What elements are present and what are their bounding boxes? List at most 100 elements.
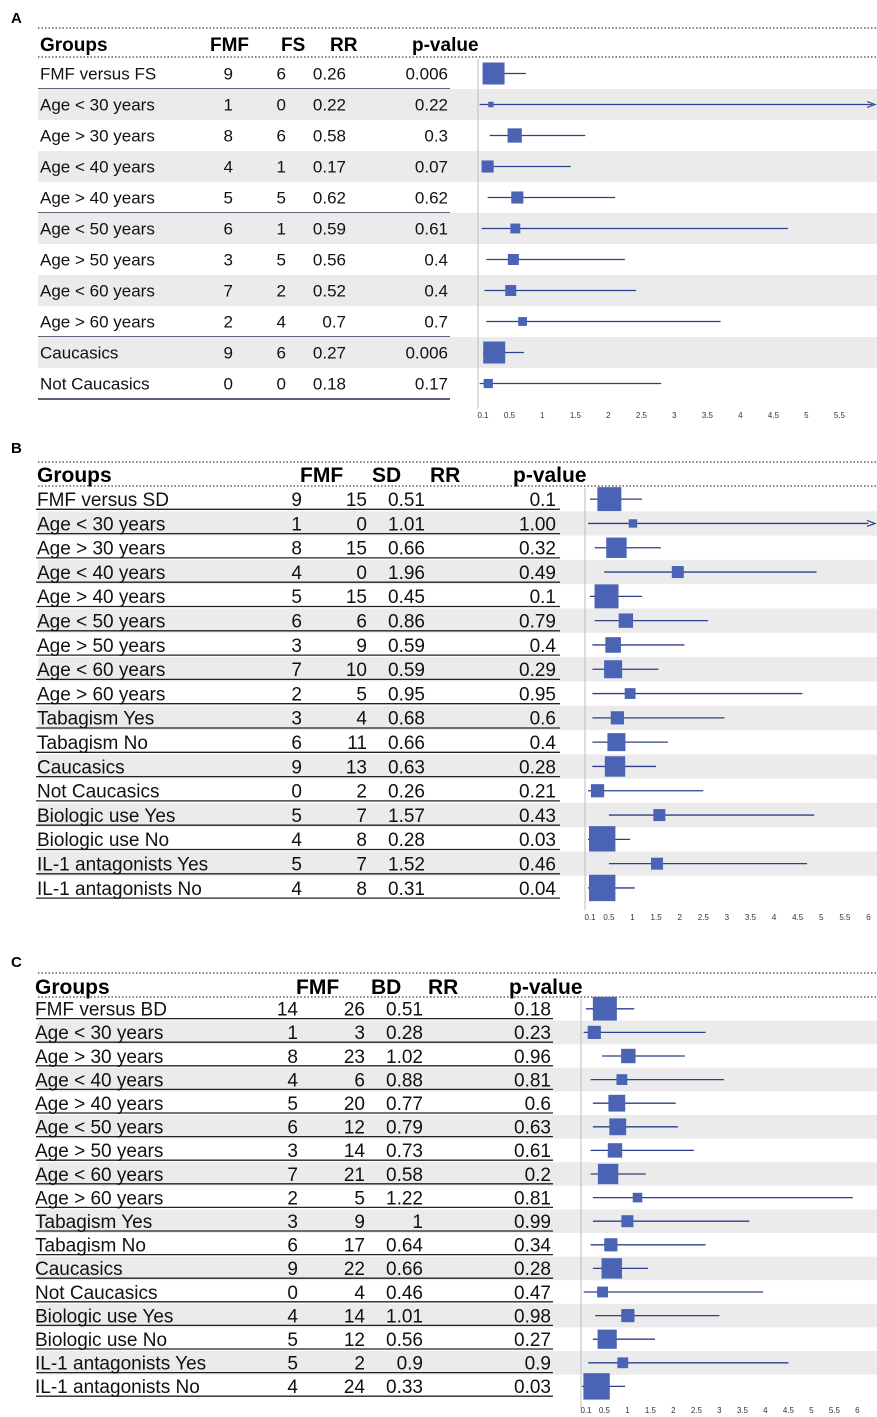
fmf-count: 9 (224, 65, 233, 84)
comparison-count: 5 (277, 251, 286, 270)
fmf-count: 3 (287, 1141, 298, 1162)
column-header: RR (330, 35, 358, 56)
fmf-count: 4 (287, 1377, 298, 1398)
rr-value: 0.88 (386, 1070, 423, 1091)
rr-value: 0.28 (388, 830, 425, 851)
rr-marker (605, 637, 621, 653)
row-shade (38, 608, 877, 633)
rr-marker (607, 1143, 623, 1158)
fmf-count: 5 (291, 806, 302, 827)
comparison-count: 2 (356, 782, 367, 803)
row-shade (38, 1351, 877, 1375)
comparison-count: 14 (344, 1141, 366, 1162)
axis-tick-label: 0.1 (580, 1406, 592, 1415)
rr-value: 1.01 (386, 1306, 423, 1327)
p-value: 0.23 (514, 1023, 551, 1044)
rr-value: 0.73 (386, 1141, 423, 1162)
comparison-count: 15 (346, 539, 367, 560)
rr-marker (589, 874, 616, 902)
axis-tick-label: 5.5 (829, 1406, 841, 1415)
row-shade (38, 337, 877, 368)
p-value: 0.03 (514, 1377, 551, 1398)
ci-arrow (866, 100, 877, 109)
rr-marker (594, 584, 619, 609)
fmf-count: 4 (287, 1070, 298, 1091)
comparison-count: 12 (344, 1330, 365, 1351)
comparison-count: 6 (356, 611, 367, 632)
fmf-count: 5 (224, 189, 233, 208)
group-label: Tabagism Yes (37, 709, 154, 730)
group-label: Age < 50 years (40, 220, 155, 239)
rr-value: 0.56 (313, 251, 346, 270)
column-header: Groups (37, 464, 112, 487)
group-label: Age < 30 years (40, 96, 155, 115)
rr-value: 0.28 (386, 1023, 423, 1044)
group-label: Age < 50 years (35, 1118, 163, 1139)
p-value: 0.98 (514, 1306, 551, 1327)
p-value: 0.43 (519, 806, 556, 827)
p-value: 0.95 (519, 684, 556, 705)
comparison-count: 11 (347, 733, 367, 754)
fmf-count: 0 (291, 782, 302, 803)
fmf-count: 5 (287, 1330, 298, 1351)
axis-tick-label: 3.5 (737, 1406, 749, 1415)
p-value: 0.7 (424, 313, 448, 332)
fmf-count: 4 (291, 830, 302, 851)
group-label: Age > 60 years (40, 313, 155, 332)
rr-marker (488, 101, 494, 108)
axis-tick-label: 4.5 (792, 913, 804, 922)
rr-value: 0.77 (386, 1094, 423, 1115)
column-header: RR (428, 976, 458, 999)
fmf-count: 4 (291, 879, 302, 900)
comparison-count: 4 (354, 1283, 365, 1304)
p-value: 0.4 (424, 282, 448, 301)
fmf-count: 7 (287, 1165, 298, 1186)
rr-marker (507, 128, 522, 143)
rr-marker (483, 341, 506, 364)
p-value: 0.61 (514, 1141, 551, 1162)
p-value: 0.4 (424, 251, 448, 270)
p-value: 0.29 (519, 660, 556, 681)
fmf-count: 5 (287, 1094, 298, 1115)
rr-marker (628, 519, 638, 528)
rr-value: 0.59 (388, 636, 425, 657)
panel-c: C Groups FMF BD RR p-value FMF versus BD 14 26 0… (0, 944, 877, 1417)
rr-value: 1 (412, 1212, 423, 1233)
rr-marker (616, 1074, 628, 1085)
group-label: FMF versus BD (35, 1000, 167, 1021)
group-label: Not Caucasics (40, 375, 150, 394)
group-label: IL-1 antagonists No (35, 1377, 200, 1398)
axis-tick-label: 0.1 (477, 411, 489, 420)
group-label: Age > 40 years (37, 587, 165, 608)
rr-value: 0.51 (386, 1000, 423, 1021)
p-value: 0.96 (514, 1047, 551, 1068)
comparison-count: 0 (277, 375, 286, 394)
rr-marker (609, 1118, 627, 1136)
group-label: Age > 50 years (37, 636, 165, 657)
rr-value: 0.59 (313, 220, 346, 239)
row-shade (38, 1115, 877, 1139)
row-shade (38, 1067, 877, 1092)
group-label: Caucasics (40, 344, 118, 363)
axis-tick-label: 4.5 (783, 1406, 795, 1415)
rr-marker (632, 1192, 643, 1203)
axis-tick-label: 0.1 (584, 913, 596, 922)
p-value: 0.1 (530, 490, 556, 511)
comparison-count: 21 (344, 1165, 365, 1186)
panel-label: C (11, 954, 22, 971)
rr-marker (608, 1094, 626, 1112)
column-header: FS (281, 35, 305, 56)
comparison-count: 9 (356, 636, 367, 657)
rr-marker (587, 1025, 601, 1039)
column-header: RR (430, 464, 460, 487)
column-header: Groups (35, 976, 110, 999)
axis-tick-label: 2 (677, 913, 682, 922)
comparison-count: 10 (346, 660, 367, 681)
fmf-count: 3 (291, 709, 302, 730)
p-value: 0.4 (530, 733, 557, 754)
fmf-count: 1 (224, 96, 233, 115)
row-shade (38, 1162, 877, 1186)
rr-value: 0.58 (386, 1165, 423, 1186)
comparison-count: 15 (346, 490, 367, 511)
